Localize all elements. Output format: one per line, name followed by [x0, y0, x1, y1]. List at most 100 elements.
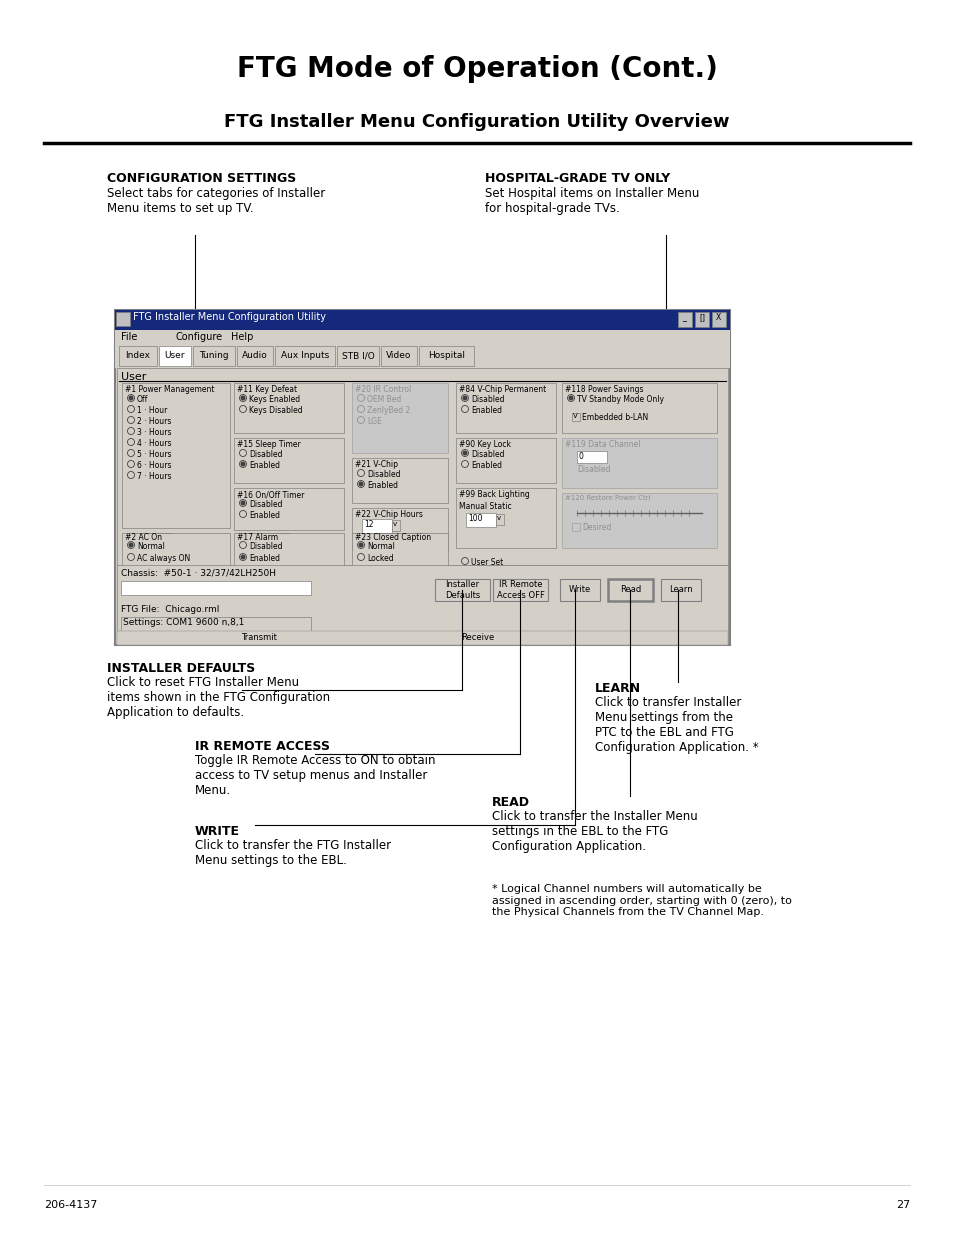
- Text: Set Hospital items on Installer Menu
for hospital-grade TVs.: Set Hospital items on Installer Menu for…: [484, 186, 699, 215]
- Text: User: User: [121, 372, 146, 382]
- Text: []: []: [699, 312, 704, 322]
- Bar: [695, 312, 708, 327]
- Bar: [572, 522, 579, 531]
- Bar: [236, 346, 273, 366]
- Text: HOSPITAL-GRADE TV ONLY: HOSPITAL-GRADE TV ONLY: [484, 172, 670, 185]
- Text: Off: Off: [137, 395, 149, 404]
- Text: FTG Mode of Operation (Cont.): FTG Mode of Operation (Cont.): [236, 56, 717, 83]
- Text: Embedded b-LAN: Embedded b-LAN: [581, 412, 648, 422]
- Text: #120 Restore Power Ctrl: #120 Restore Power Ctrl: [564, 495, 650, 501]
- Bar: [117, 368, 727, 564]
- Text: Enabled: Enabled: [367, 480, 397, 490]
- Text: Audio: Audio: [242, 352, 268, 361]
- Text: AC always ON: AC always ON: [137, 555, 190, 563]
- Text: #84 V-Chip Permanent: #84 V-Chip Permanent: [458, 385, 546, 394]
- Text: Disabled: Disabled: [249, 500, 282, 509]
- Text: CONFIGURATION SETTINGS: CONFIGURATION SETTINGS: [107, 172, 296, 185]
- Text: 7 · Hours: 7 · Hours: [137, 472, 172, 480]
- Text: 206-4137: 206-4137: [44, 1200, 97, 1210]
- Circle shape: [241, 501, 245, 505]
- Bar: [380, 346, 416, 366]
- Text: #20 IR Control: #20 IR Control: [355, 385, 411, 394]
- Text: Click to reset FTG Installer Menu
items shown in the FTG Configuration
Applicati: Click to reset FTG Installer Menu items …: [107, 676, 330, 719]
- Bar: [121, 580, 311, 595]
- Text: 1 · Hour: 1 · Hour: [137, 406, 167, 415]
- Text: Enabled: Enabled: [249, 461, 280, 471]
- Text: READ: READ: [492, 797, 530, 809]
- Bar: [496, 514, 503, 525]
- Bar: [117, 631, 727, 645]
- Text: X: X: [716, 312, 720, 322]
- Text: Learn: Learn: [668, 585, 692, 594]
- Text: #90 Key Lock: #90 Key Lock: [458, 440, 511, 450]
- Text: INSTALLER DEFAULTS: INSTALLER DEFAULTS: [107, 662, 255, 676]
- Circle shape: [359, 482, 362, 485]
- Text: #118 Power Savings: #118 Power Savings: [564, 385, 643, 394]
- Text: Click to transfer the Installer Menu
settings in the EBL to the FTG
Configuratio: Click to transfer the Installer Menu set…: [492, 810, 697, 853]
- Text: User Set: User Set: [471, 558, 503, 567]
- Text: Manual Static: Manual Static: [458, 501, 511, 511]
- Text: #17 Alarm: #17 Alarm: [236, 534, 278, 542]
- Text: Enabled: Enabled: [471, 406, 501, 415]
- Text: Video: Video: [386, 352, 412, 361]
- Text: Disabled: Disabled: [471, 395, 504, 404]
- Text: Receive: Receive: [460, 634, 494, 642]
- Bar: [233, 438, 344, 483]
- Text: FTG File:  Chicago.rml: FTG File: Chicago.rml: [121, 605, 219, 614]
- Bar: [274, 346, 335, 366]
- Circle shape: [241, 462, 245, 466]
- Bar: [122, 534, 230, 573]
- Text: V: V: [573, 412, 578, 419]
- Bar: [115, 310, 729, 645]
- Circle shape: [241, 556, 245, 558]
- Text: Click to transfer the FTG Installer
Menu settings to the EBL.: Click to transfer the FTG Installer Menu…: [194, 839, 391, 867]
- Text: LGE: LGE: [367, 417, 381, 426]
- Text: FTG Installer Menu Configuration Utility Overview: FTG Installer Menu Configuration Utility…: [224, 112, 729, 131]
- Bar: [607, 579, 652, 601]
- Text: File: File: [121, 332, 137, 342]
- Text: 5 · Hours: 5 · Hours: [137, 450, 172, 459]
- Text: #99 Back Lighting: #99 Back Lighting: [458, 490, 529, 499]
- Bar: [116, 312, 130, 326]
- Text: _: _: [681, 312, 685, 322]
- Bar: [336, 346, 378, 366]
- Text: Aux Inputs: Aux Inputs: [280, 352, 329, 361]
- Bar: [159, 346, 191, 366]
- Text: IR REMOTE ACCESS: IR REMOTE ACCESS: [194, 740, 330, 753]
- Text: #22 V-Chip Hours: #22 V-Chip Hours: [355, 510, 422, 519]
- Bar: [660, 579, 700, 601]
- Bar: [435, 579, 490, 601]
- Text: 0: 0: [578, 452, 583, 461]
- Bar: [572, 412, 579, 421]
- Text: WRITE: WRITE: [194, 825, 240, 839]
- Bar: [456, 383, 556, 433]
- Text: #15 Sleep Timer: #15 Sleep Timer: [236, 440, 300, 450]
- Circle shape: [129, 396, 132, 400]
- Text: #11 Key Defeat: #11 Key Defeat: [236, 385, 296, 394]
- Bar: [352, 458, 448, 503]
- Text: Read: Read: [619, 585, 640, 594]
- Text: 3 · Hours: 3 · Hours: [137, 429, 172, 437]
- Text: Desired: Desired: [581, 522, 611, 532]
- Bar: [233, 383, 344, 433]
- Text: #1 Power Management: #1 Power Management: [125, 385, 214, 394]
- Text: 6 · Hours: 6 · Hours: [137, 461, 172, 471]
- Bar: [418, 346, 474, 366]
- Text: 12: 12: [364, 520, 374, 529]
- Bar: [711, 312, 725, 327]
- Text: Hospital: Hospital: [428, 352, 464, 361]
- Text: Keys Disabled: Keys Disabled: [249, 406, 302, 415]
- Text: v: v: [497, 515, 500, 521]
- Bar: [561, 438, 717, 488]
- Bar: [465, 513, 496, 527]
- Bar: [122, 383, 230, 529]
- Text: Tuning: Tuning: [199, 352, 229, 361]
- Text: Locked: Locked: [367, 555, 394, 563]
- Text: #23 Closed Caption: #23 Closed Caption: [355, 534, 431, 542]
- Text: 27: 27: [895, 1200, 909, 1210]
- Text: Normal: Normal: [137, 542, 165, 551]
- Text: Settings: COM1 9600 n,8,1: Settings: COM1 9600 n,8,1: [123, 618, 244, 627]
- Text: Toggle IR Remote Access to ON to obtain
access to TV setup menus and Installer
M: Toggle IR Remote Access to ON to obtain …: [194, 755, 435, 797]
- Text: IR Remote
Access OFF: IR Remote Access OFF: [497, 580, 544, 600]
- Bar: [115, 346, 729, 368]
